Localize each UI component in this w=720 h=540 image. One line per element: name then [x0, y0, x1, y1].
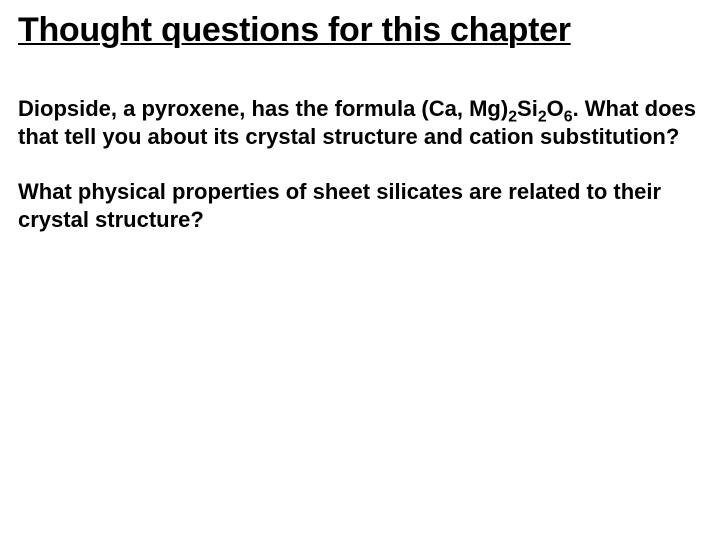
- q1-text-1: Diopside, a pyroxene, has the formula (C…: [18, 96, 508, 121]
- q1-text-2: Si: [517, 96, 538, 121]
- slide-title: Thought questions for this chapter: [18, 12, 702, 49]
- slide: Thought questions for this chapter Diops…: [0, 0, 720, 540]
- question-2: What physical properties of sheet silica…: [18, 178, 702, 233]
- q1-text-3: O: [547, 96, 564, 121]
- question-1: Diopside, a pyroxene, has the formula (C…: [18, 95, 702, 150]
